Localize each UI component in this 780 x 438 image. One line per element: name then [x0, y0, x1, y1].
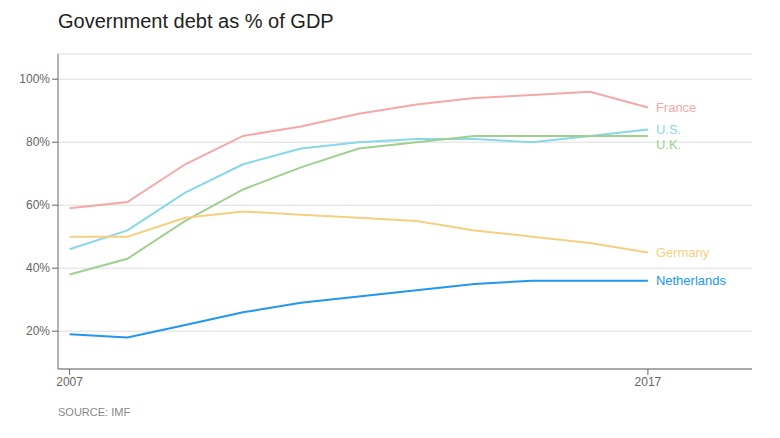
html-text:SOURCE: IMF: SOURCE: IMF: [58, 406, 131, 418]
svg-text:U.K.: U.K.: [656, 137, 681, 152]
svg-text:20%: 20%: [26, 324, 50, 338]
svg-text:40%: 40%: [26, 261, 50, 275]
svg-text:2007: 2007: [56, 375, 83, 389]
svg-text:Netherlands: Netherlands: [656, 273, 727, 288]
svg-text:2017: 2017: [635, 375, 662, 389]
svg-text:France: France: [656, 100, 696, 115]
svg-text:Germany: Germany: [656, 245, 710, 260]
svg-text:U.S.: U.S.: [656, 122, 681, 137]
svg-text:60%: 60%: [26, 198, 50, 212]
svg-text:80%: 80%: [26, 135, 50, 149]
html-text:Government debt as % of GDP: Government debt as % of GDP: [58, 10, 334, 32]
svg-text:100%: 100%: [19, 72, 50, 86]
